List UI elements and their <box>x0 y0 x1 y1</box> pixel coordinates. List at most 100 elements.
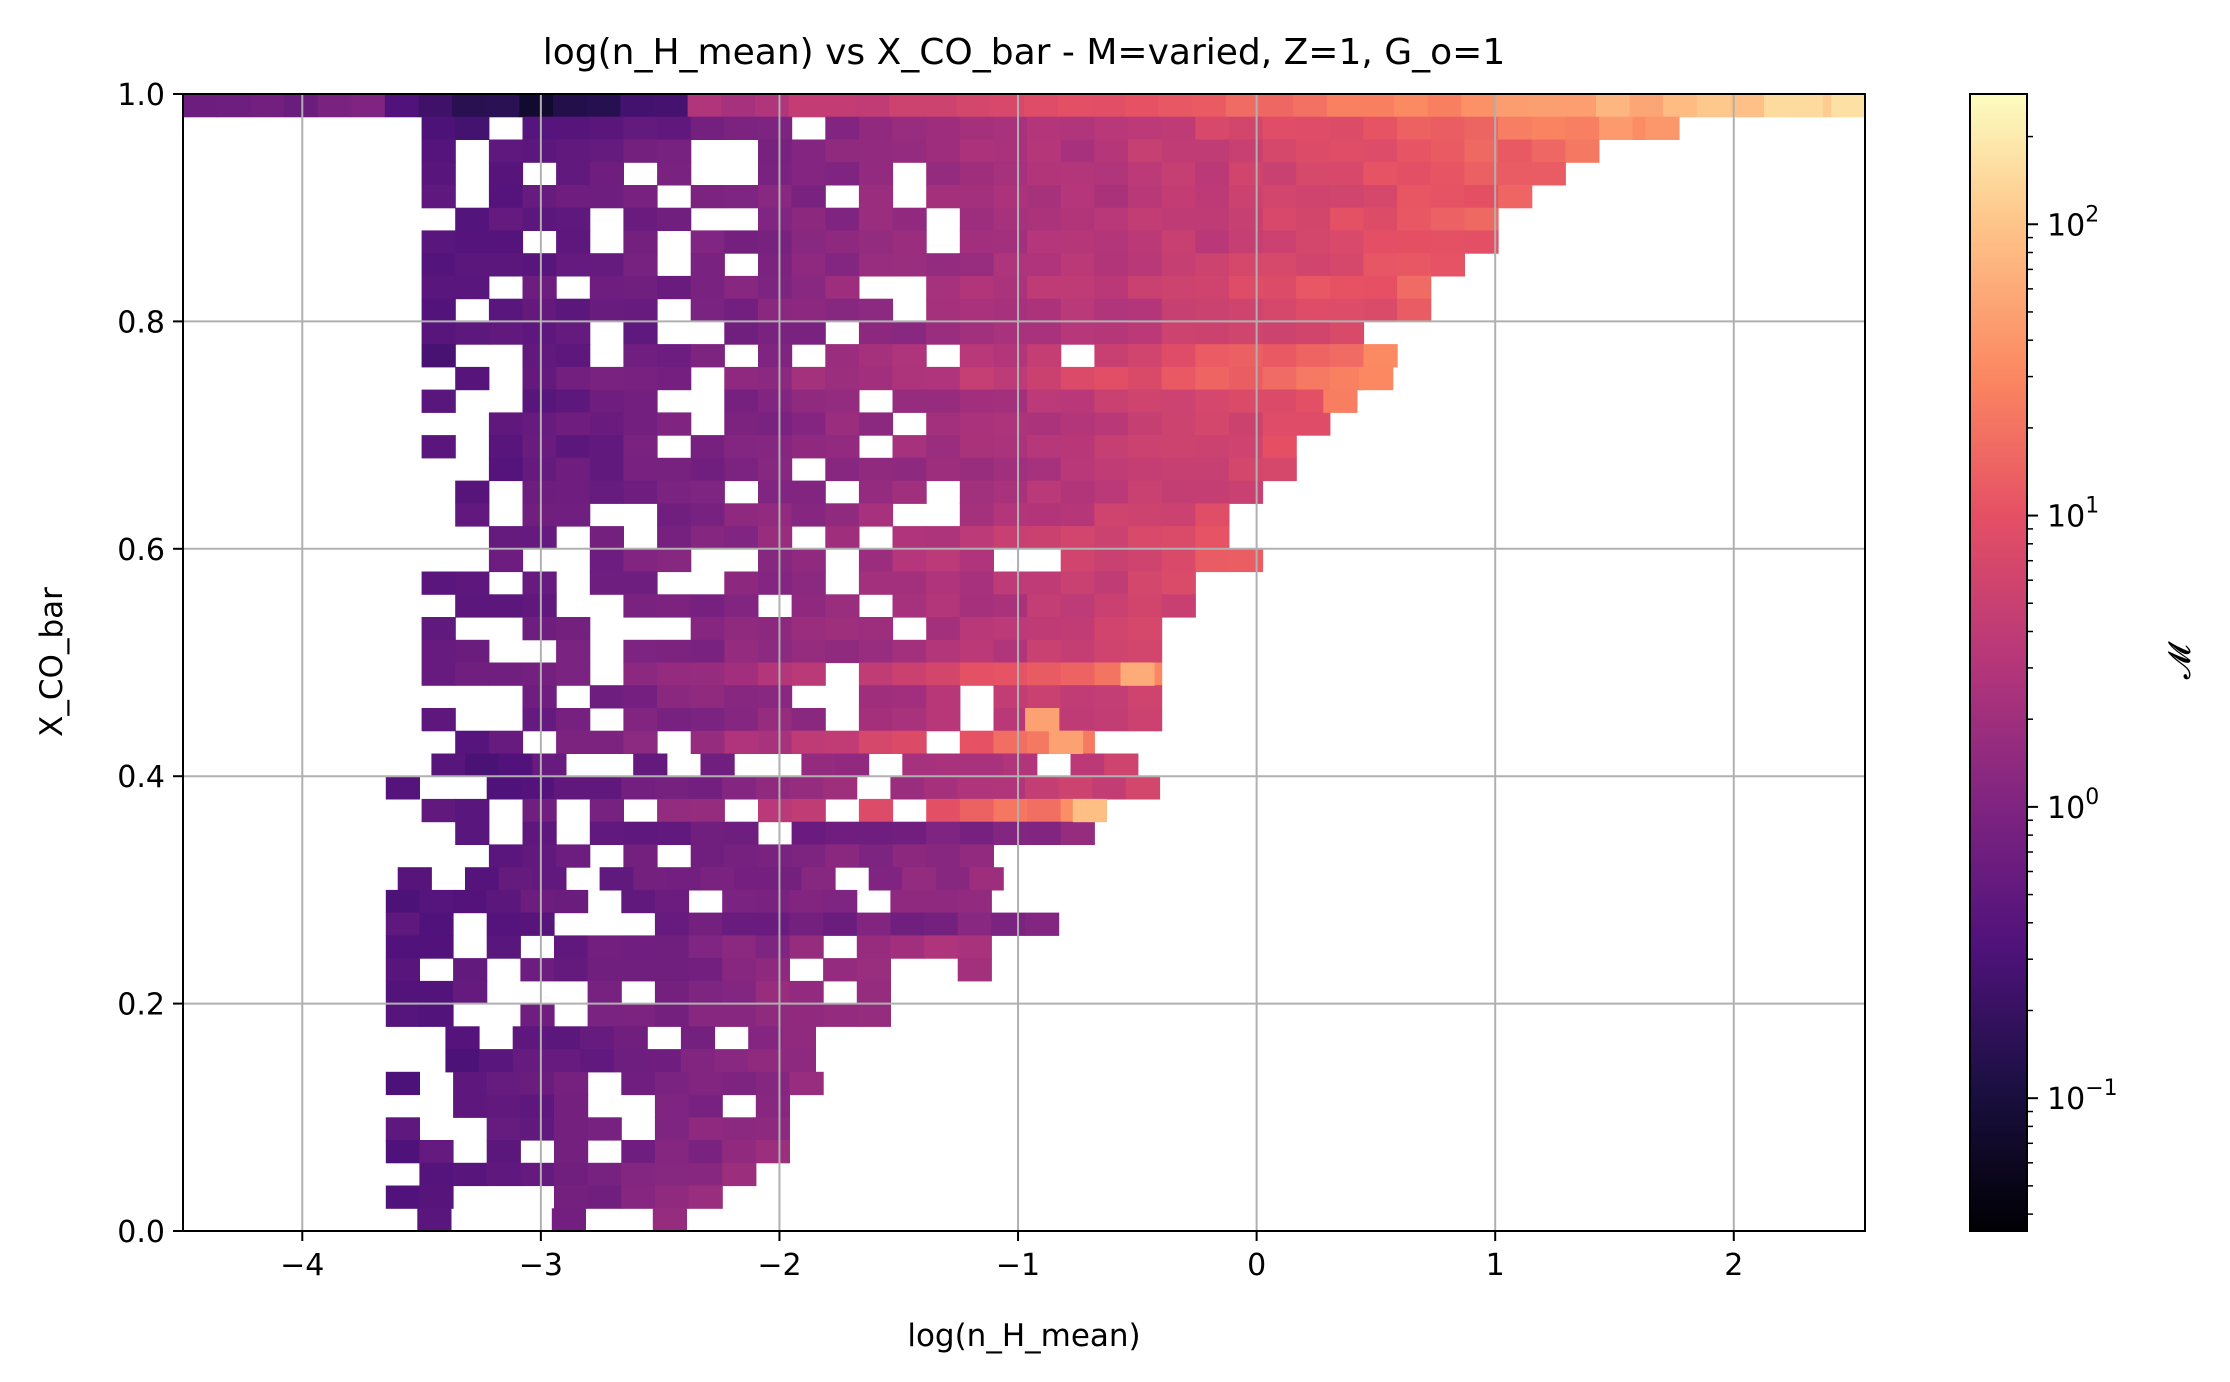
heatmap-cell <box>1195 230 1230 254</box>
heatmap-cell <box>1262 253 1297 277</box>
heatmap-cell <box>1329 230 1365 254</box>
heatmap-cell <box>556 230 591 254</box>
heatmap-cell <box>385 1071 420 1096</box>
y-tick-label: 0.0 <box>117 1215 165 1250</box>
heatmap-cell <box>791 185 826 209</box>
heatmap-cell <box>1195 344 1230 368</box>
heatmap-cell <box>488 730 524 754</box>
heatmap-cell <box>1094 207 1129 231</box>
heatmap-cell <box>993 389 1028 413</box>
heatmap-cell <box>654 94 689 118</box>
heatmap-cell <box>1027 275 1062 300</box>
heatmap-cell <box>791 412 826 436</box>
heatmap-cell <box>1094 617 1129 641</box>
heatmap-cell <box>654 980 690 1005</box>
heatmap-cell <box>1730 94 1765 118</box>
heatmap-cell <box>825 207 860 231</box>
heatmap-cell <box>724 685 759 709</box>
heatmap-cell <box>1329 162 1365 186</box>
heatmap-cell <box>623 662 658 686</box>
heatmap-cell <box>991 912 1026 936</box>
heatmap-cell <box>522 253 557 277</box>
heatmap-cell <box>724 526 759 550</box>
heatmap-cell <box>657 708 692 732</box>
heatmap-cell <box>1094 162 1129 186</box>
heatmap-cell <box>1228 162 1264 186</box>
heatmap-cell <box>926 639 961 664</box>
heatmap-cell <box>1296 207 1331 231</box>
heatmap-cell <box>385 1003 420 1027</box>
heatmap-cell <box>690 185 725 209</box>
heatmap-cell <box>453 958 488 982</box>
heatmap-cell <box>654 889 690 914</box>
heatmap-cell <box>825 457 860 482</box>
heatmap-cell <box>486 912 521 936</box>
heatmap-cell <box>623 548 658 573</box>
heatmap-cell <box>758 730 793 754</box>
heatmap-cell <box>1128 457 1163 482</box>
heatmap-cell <box>1329 116 1365 140</box>
heatmap-cell <box>1427 94 1462 118</box>
heatmap-cell <box>791 571 826 595</box>
heatmap-cell <box>722 1162 757 1187</box>
heatmap-cell <box>892 844 927 868</box>
heatmap-cell <box>835 753 870 777</box>
heatmap-cell <box>1195 162 1230 186</box>
heatmap-cell <box>1262 207 1297 231</box>
heatmap-cell <box>554 1094 589 1118</box>
heatmap-cell <box>688 958 723 982</box>
heatmap-cell <box>1228 321 1264 345</box>
heatmap-cell <box>351 94 386 118</box>
heatmap-cell <box>993 617 1028 641</box>
heatmap-cell <box>758 366 793 391</box>
heatmap-cell <box>734 867 769 891</box>
heatmap-hotspot <box>1645 116 1680 140</box>
heatmap-cell <box>892 821 927 845</box>
heatmap-cell <box>700 753 735 777</box>
heatmap-cell <box>421 230 456 254</box>
heatmap-cell <box>1094 230 1129 254</box>
heatmap-cell <box>758 685 793 709</box>
heatmap-cell <box>789 980 824 1005</box>
heatmap-cell <box>1094 435 1129 459</box>
heatmap-cell <box>580 1049 615 1073</box>
heatmap-cell <box>1027 116 1062 140</box>
heatmap-cell <box>621 935 656 959</box>
heatmap-cell <box>1195 139 1230 163</box>
heatmap-cell <box>959 730 994 754</box>
heatmap-cell <box>1192 94 1227 118</box>
heatmap-cell <box>990 94 1025 118</box>
heatmap-cell <box>1195 526 1230 550</box>
heatmap-cell <box>858 412 894 436</box>
heatmap-cell <box>889 94 924 118</box>
heatmap-cell <box>791 548 826 573</box>
heatmap-cell <box>1060 321 1095 345</box>
heatmap-cell <box>488 662 524 686</box>
heatmap-cell <box>957 958 992 982</box>
heatmap-cell <box>522 185 557 209</box>
heatmap-cell <box>858 139 894 163</box>
heatmap-cell <box>1195 321 1230 345</box>
heatmap-cell <box>1329 139 1365 163</box>
heatmap-cell <box>455 571 490 595</box>
heatmap-cell <box>758 321 793 345</box>
heatmap-cell <box>892 366 927 391</box>
heatmap-cell <box>690 457 725 482</box>
heatmap-cell <box>522 798 557 823</box>
heatmap-cell <box>825 253 860 277</box>
heatmap-cell <box>522 708 557 732</box>
heatmap-cell <box>892 116 927 140</box>
heatmap-cell <box>623 480 658 504</box>
heatmap-cell <box>486 1071 521 1096</box>
heatmap-cell <box>926 321 961 345</box>
heatmap-cell <box>892 730 927 754</box>
heatmap-cell <box>1027 571 1062 595</box>
heatmap-cell <box>993 730 1028 754</box>
heatmap-cell <box>1128 230 1163 254</box>
heatmap-cell <box>724 662 759 686</box>
heatmap-cell <box>758 116 793 140</box>
heatmap-cell <box>892 708 927 732</box>
heatmap-cell <box>587 776 622 800</box>
heatmap-cell <box>532 753 567 777</box>
heatmap-cell <box>1831 94 1865 118</box>
